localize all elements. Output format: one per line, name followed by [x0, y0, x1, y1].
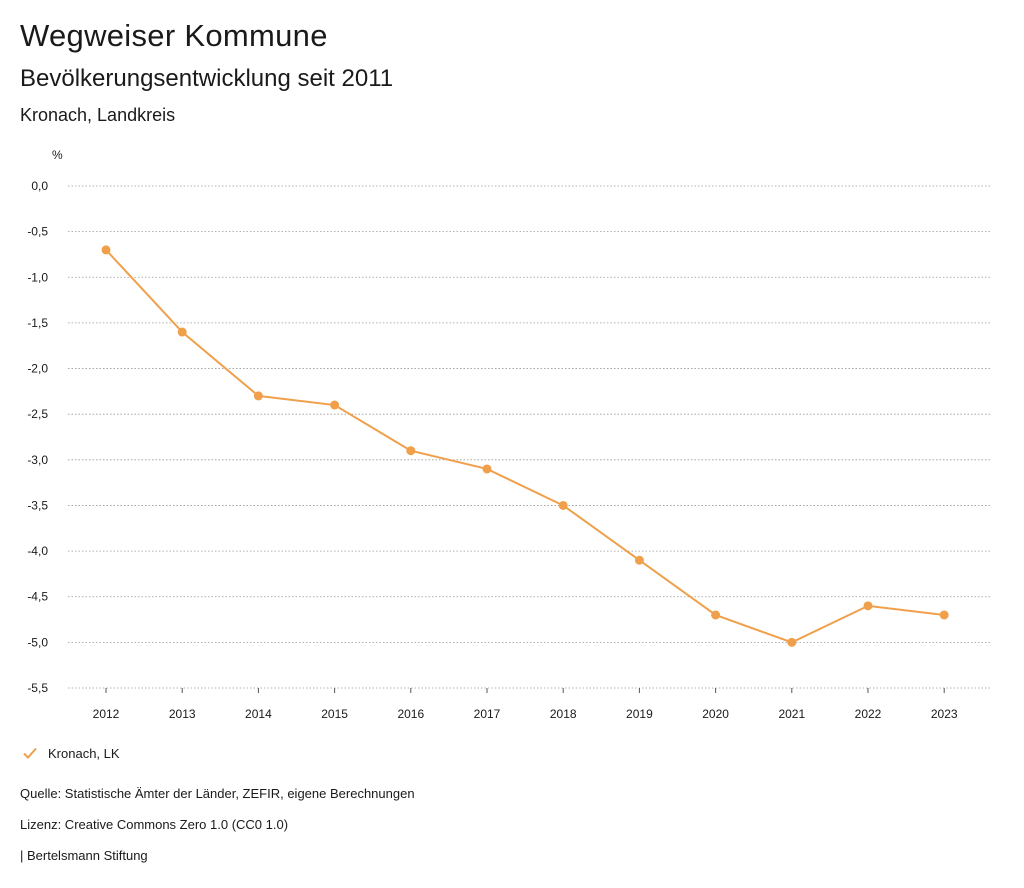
y-tick-label: -5,0 — [27, 635, 48, 649]
y-tick-label: 0,0 — [31, 179, 48, 193]
data-point[interactable] — [939, 610, 949, 620]
publisher-note: | Bertelsmann Stiftung — [20, 848, 148, 863]
series-line — [105, 249, 945, 644]
data-point[interactable] — [711, 610, 721, 620]
data-point[interactable] — [787, 637, 797, 647]
y-tick-label: -3,5 — [27, 498, 48, 512]
x-tick-label: 2022 — [855, 707, 882, 721]
y-tick-label: -0,5 — [27, 225, 48, 239]
x-tick-label: 2023 — [931, 707, 958, 721]
y-tick-label: -4,0 — [27, 544, 48, 558]
x-tick-label: 2015 — [321, 707, 348, 721]
data-point[interactable] — [482, 464, 492, 474]
license-note: Lizenz: Creative Commons Zero 1.0 (CC0 1… — [20, 817, 289, 832]
source-note: Quelle: Statistische Ämter der Länder, Z… — [20, 786, 415, 801]
data-point[interactable] — [330, 400, 340, 410]
y-unit-label: % — [52, 148, 63, 162]
data-point[interactable] — [406, 446, 416, 456]
x-tick-label: 2018 — [550, 707, 577, 721]
y-axis: 0,0 -0,5 -1,0 -1,5 -2,0 -2,5 -3,0 -3,5 -4,0 -4,5 -… — [27, 179, 48, 695]
legend-label: Kronach, LK — [48, 745, 120, 761]
x-tick-label: 2021 — [778, 707, 805, 721]
line-chart: % 0,0 -0,5 -1,0 -1,5 -2,0 -2,5 -3,0 -3,5 -4,0 -4,… — [27, 148, 990, 721]
x-tick-label: 2014 — [245, 707, 272, 721]
data-point[interactable] — [558, 500, 568, 510]
x-axis: 2012 2013 2014 2015 2016 2017 2018 2019 2020 2021… — [93, 688, 958, 721]
data-point[interactable] — [863, 601, 873, 611]
x-tick-label: 2017 — [474, 707, 501, 721]
data-point[interactable] — [634, 555, 644, 565]
x-tick-label: 2020 — [702, 707, 729, 721]
x-tick-label: 2012 — [93, 707, 120, 721]
x-tick-label: 2013 — [169, 707, 196, 721]
y-tick-label: -3,0 — [27, 453, 48, 467]
legend[interactable]: Kronach, LK — [22, 745, 120, 761]
x-tick-label: 2016 — [397, 707, 424, 721]
series-kronach — [101, 245, 949, 647]
y-tick-label: -2,5 — [27, 407, 48, 421]
y-tick-label: -1,5 — [27, 316, 48, 330]
y-tick-label: -2,0 — [27, 362, 48, 376]
checkmark-icon — [23, 747, 37, 759]
data-point[interactable] — [101, 245, 111, 255]
y-tick-label: -4,5 — [27, 590, 48, 604]
chart-subtitle: Bevölkerungsentwicklung seit 2011 — [20, 65, 394, 92]
data-point[interactable] — [177, 327, 187, 337]
region-name: Kronach, Landkreis — [20, 105, 176, 125]
chart-title: Wegweiser Kommune — [20, 18, 328, 53]
y-tick-label: -5,5 — [27, 681, 48, 695]
x-tick-label: 2019 — [626, 707, 653, 721]
y-tick-label: -1,0 — [27, 270, 48, 284]
data-point[interactable] — [253, 391, 263, 401]
